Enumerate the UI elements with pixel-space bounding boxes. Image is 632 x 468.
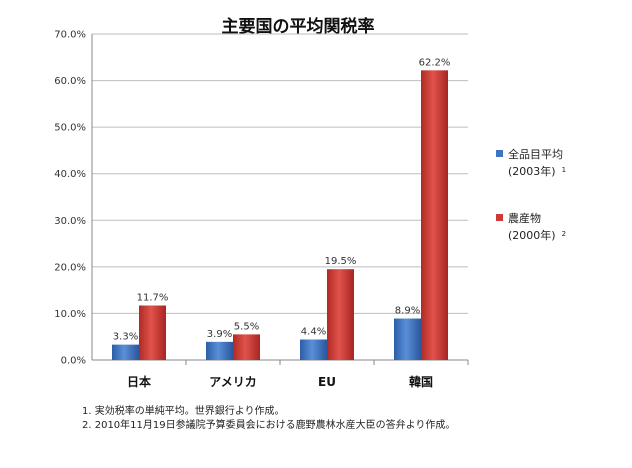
bar bbox=[139, 305, 166, 360]
y-tick-label: 0.0% bbox=[61, 356, 86, 367]
y-tick-label: 20.0% bbox=[54, 262, 86, 273]
x-tick-label: EU bbox=[318, 375, 336, 389]
data-label: 62.2% bbox=[419, 57, 451, 68]
bar bbox=[327, 269, 354, 360]
legend-label-sub: (2000年) 2 bbox=[508, 228, 566, 242]
bar bbox=[421, 70, 448, 360]
bar bbox=[112, 344, 139, 360]
data-label: 3.3% bbox=[113, 332, 138, 343]
chart-title: 主要国の平均関税率 bbox=[222, 16, 375, 37]
bar bbox=[233, 334, 260, 360]
footnote-1: 1. 実効税率の単純平均。世界銀行より作成。 bbox=[82, 406, 285, 417]
data-label: 19.5% bbox=[325, 256, 357, 267]
legend-swatch bbox=[496, 214, 503, 221]
bars bbox=[112, 70, 448, 360]
legend-footnote-mark: 2 bbox=[562, 230, 566, 238]
data-label: 11.7% bbox=[137, 293, 169, 304]
legend-label-sub: (2003年) 1 bbox=[508, 164, 566, 178]
legend-swatch bbox=[496, 150, 503, 157]
labels: 0.0% 10.0% 20.0% 30.0% 40.0% 50.0% 60.0% 70.0% 日… bbox=[54, 30, 450, 390]
y-tick-label: 60.0% bbox=[54, 76, 86, 87]
y-tick-label: 30.0% bbox=[54, 216, 86, 227]
legend: 全品目平均 (2003年) 1 農産物 (2000年) 2 bbox=[496, 147, 566, 242]
legend-label: 全品目平均 bbox=[508, 147, 563, 161]
x-tick-label: 日本 bbox=[127, 374, 151, 389]
data-label: 4.4% bbox=[301, 327, 326, 338]
legend-label: 農産物 bbox=[508, 211, 541, 225]
x-tick-label: アメリカ bbox=[209, 375, 256, 389]
y-tick-label: 70.0% bbox=[54, 30, 86, 41]
y-tick-label: 40.0% bbox=[54, 169, 86, 180]
bar bbox=[206, 341, 233, 360]
gridlines bbox=[92, 33, 468, 314]
footnotes: 1. 実効税率の単純平均。世界銀行より作成。 2. 2010年11月19日参議院… bbox=[82, 405, 455, 433]
footnote-2: 2. 2010年11月19日参議院予算委員会における鹿野農林水産大臣の答弁より作… bbox=[82, 420, 456, 431]
data-label: 3.9% bbox=[207, 329, 232, 340]
x-tick-label: 韓国 bbox=[409, 374, 433, 389]
bar bbox=[394, 318, 421, 360]
y-tick-label: 10.0% bbox=[54, 309, 86, 320]
y-tick-label: 50.0% bbox=[54, 123, 86, 134]
legend-footnote-mark: 1 bbox=[562, 166, 566, 174]
bar bbox=[300, 339, 327, 360]
data-label: 8.9% bbox=[395, 306, 420, 317]
data-label: 5.5% bbox=[234, 321, 259, 332]
